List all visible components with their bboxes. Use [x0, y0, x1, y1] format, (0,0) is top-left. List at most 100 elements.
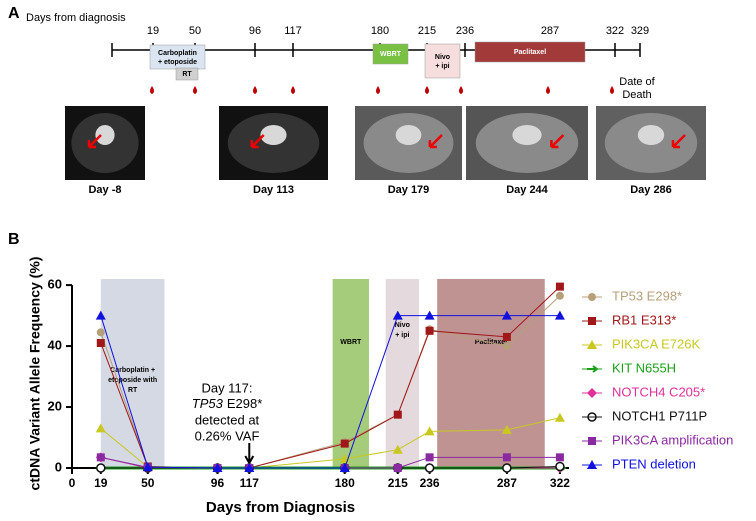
death-label: Date of Death: [619, 76, 655, 101]
y-axis-title: ctDNA Variant Allele Frequency (%): [27, 257, 43, 491]
ct-caption: Day -8: [88, 184, 121, 196]
x-axis-title: Days from Diagnosis: [206, 499, 355, 516]
marker: [555, 461, 565, 472]
x-tick-label: 287: [497, 476, 517, 490]
marker: [425, 453, 434, 462]
marker: [142, 462, 153, 472]
treatment-label: RT: [182, 71, 192, 78]
marker: [95, 310, 106, 320]
treatment-box: [372, 43, 409, 65]
ct-caption: Day 244: [506, 184, 548, 196]
ct-arrow: [428, 134, 443, 149]
ct-arrow: [550, 134, 565, 149]
blood-drop: [376, 86, 380, 94]
marker: [96, 328, 105, 337]
marker: [554, 412, 565, 422]
x-tick-label: 215: [388, 476, 408, 490]
timeline: 19 50 96 117 180 215 236 287 322 329 Carboplatin + …: [65, 25, 706, 196]
legend-label: NOTCH1 P711P: [612, 408, 707, 423]
blood-drop: [425, 86, 429, 94]
marker: [502, 342, 511, 351]
band-label: Nivo: [395, 322, 410, 329]
band-label: RT: [128, 387, 138, 394]
marker: [339, 463, 350, 472]
timeline-tick-label: 236: [456, 25, 474, 37]
ct-organ: [95, 125, 115, 145]
treatment-band: [332, 279, 369, 468]
timeline-tick-label: 329: [631, 25, 649, 37]
annotation: Day 117:: [201, 380, 252, 395]
blood-drop: [193, 86, 197, 94]
blood-drop: [610, 86, 614, 94]
marker: [340, 439, 349, 448]
ct-arrow: [250, 134, 265, 149]
treatment-box: [149, 44, 206, 70]
marker: [555, 282, 564, 291]
marker: [392, 310, 403, 320]
marker: [554, 310, 565, 320]
marker: [424, 426, 435, 436]
timeline-tick-label: 215: [418, 25, 436, 37]
band-label: WBRT: [340, 339, 362, 346]
marker: [424, 310, 435, 320]
marker: [212, 463, 223, 472]
y-tick-label: 20: [48, 398, 62, 413]
timeline-tick-label: 50: [189, 25, 201, 37]
marker: [392, 444, 403, 454]
blood-drop: [459, 86, 463, 94]
marker: [96, 339, 105, 348]
legend-label: KIT N655H: [612, 360, 676, 375]
x-tick-label: 180: [335, 476, 355, 490]
marker: [555, 291, 564, 300]
band-label: Carboplatin +: [110, 367, 155, 374]
annotation: 0.26% VAF: [195, 428, 260, 443]
legend-label: TP53 E298*: [612, 288, 682, 303]
x-tick-label: 117: [240, 476, 260, 490]
annotation: TP53 E298*: [192, 396, 263, 411]
marker: [393, 464, 402, 472]
annotation: detected at: [195, 412, 260, 427]
ct-arrow: [671, 134, 686, 149]
marker: [95, 423, 106, 433]
legend-label: PIK3CA amplification: [612, 432, 733, 447]
blood-drop: [150, 86, 154, 94]
marker: [501, 424, 512, 434]
x-tick-label: 236: [420, 476, 440, 490]
band-label: + ipi: [395, 332, 409, 339]
blood-drop: [546, 86, 550, 94]
treatment-label: Carboplatin + etoposide: [158, 50, 197, 66]
y-tick-label: 40: [48, 338, 62, 353]
treatment-box: [424, 43, 461, 79]
x-tick-label: 50: [141, 476, 155, 490]
x-tick-label: 19: [94, 476, 108, 490]
ct-caption: Day 113: [253, 184, 294, 196]
treatment-box: [474, 41, 586, 63]
annotation-gene: TP53: [192, 396, 224, 411]
legend-label: RB1 E313*: [612, 312, 676, 327]
panel-label: B: [8, 231, 20, 248]
treatment-box: [175, 67, 199, 81]
legend-label: NOTCH4 C205*: [612, 384, 705, 399]
timeline-title: Days from diagnosis: [26, 12, 126, 24]
marker: [502, 453, 511, 462]
timeline-tick-label: 96: [249, 25, 261, 37]
ct-caption: Day 286: [630, 184, 672, 196]
timeline-tick-label: 180: [371, 25, 389, 37]
treatment-band: [437, 279, 545, 468]
ct-caption: Day 179: [388, 184, 430, 196]
marker: [393, 410, 402, 419]
timeline-tick-label: 117: [284, 25, 302, 37]
treatment-label: Nivo + ipi: [435, 54, 450, 70]
x-tick-label: 96: [211, 476, 225, 490]
y-tick-label: 0: [55, 459, 62, 474]
marker: [244, 463, 255, 472]
marker: [555, 453, 564, 462]
x-tick-label: 0: [69, 476, 76, 490]
ct-arrow: [87, 134, 102, 149]
treatment-label: Paclitaxel: [514, 49, 546, 56]
blood-drop: [291, 86, 295, 94]
marker: [501, 310, 512, 320]
ct-organ: [395, 125, 422, 145]
ct-organ: [512, 125, 542, 145]
